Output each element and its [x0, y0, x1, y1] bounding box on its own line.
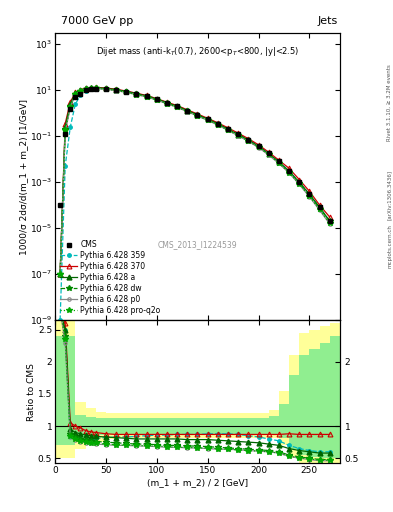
Legend: CMS, Pythia 6.428 359, Pythia 6.428 370, Pythia 6.428 a, Pythia 6.428 dw, Pythia: CMS, Pythia 6.428 359, Pythia 6.428 370,…: [59, 239, 162, 316]
Y-axis label: 1000/σ 2dσ/d(m_1 + m_2) [1/GeV]: 1000/σ 2dσ/d(m_1 + m_2) [1/GeV]: [19, 99, 28, 254]
Text: Dijet mass (anti-k$_T$(0.7), 2600<p$_T$<800, |y|<2.5): Dijet mass (anti-k$_T$(0.7), 2600<p$_T$<…: [96, 45, 299, 58]
Text: CMS_2013_I1224539: CMS_2013_I1224539: [158, 240, 237, 249]
Text: 7000 GeV pp: 7000 GeV pp: [61, 16, 133, 27]
Text: [arXiv:1306.3436]: [arXiv:1306.3436]: [387, 169, 392, 220]
Text: Rivet 3.1.10, ≥ 3.2M events: Rivet 3.1.10, ≥ 3.2M events: [387, 64, 392, 141]
Text: Jets: Jets: [318, 16, 338, 27]
X-axis label: (m_1 + m_2) / 2 [GeV]: (m_1 + m_2) / 2 [GeV]: [147, 478, 248, 487]
Text: mcplots.cern.ch: mcplots.cern.ch: [387, 224, 392, 268]
Y-axis label: Ratio to CMS: Ratio to CMS: [28, 362, 37, 421]
